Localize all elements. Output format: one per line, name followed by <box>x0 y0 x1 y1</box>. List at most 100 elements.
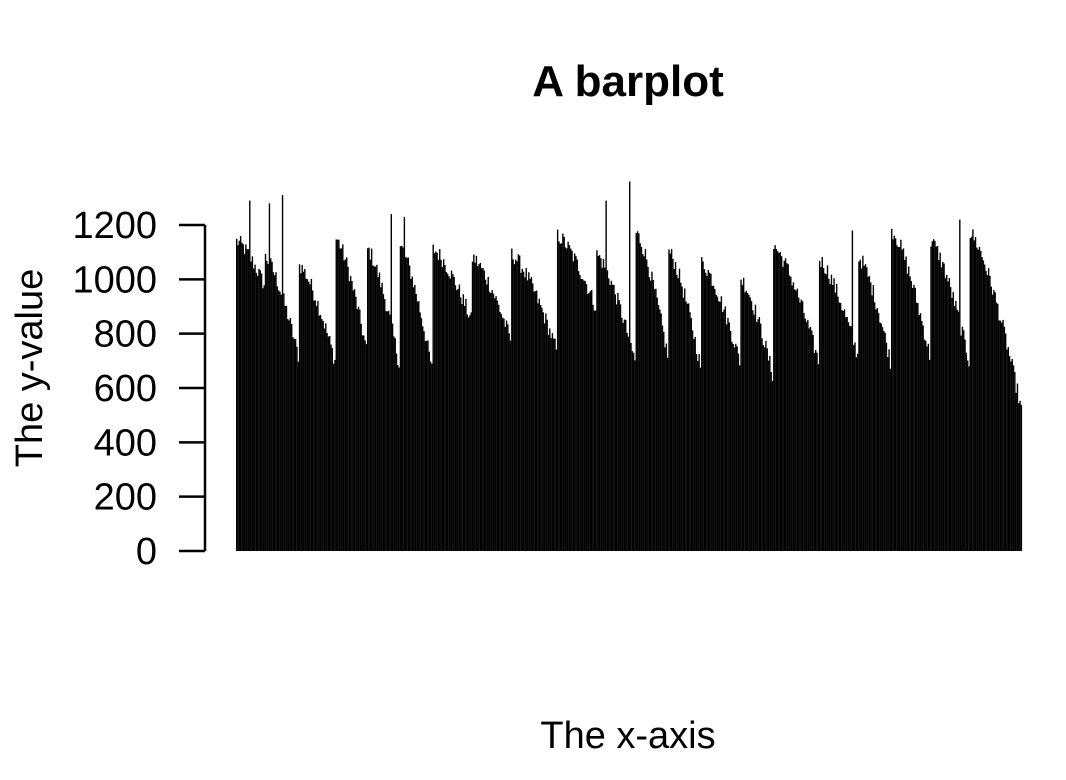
bar <box>349 275 352 551</box>
bar <box>1002 319 1004 551</box>
bar <box>815 349 817 551</box>
bar <box>318 315 320 551</box>
bar <box>652 280 654 551</box>
bar <box>449 278 451 551</box>
bar <box>859 259 861 551</box>
bar <box>669 253 672 551</box>
bar <box>994 292 996 551</box>
bar <box>266 260 268 551</box>
bar <box>250 261 252 551</box>
bar <box>450 270 453 551</box>
bar <box>684 288 686 551</box>
bar <box>706 275 708 551</box>
bar <box>332 363 335 551</box>
bar <box>285 305 288 551</box>
bar <box>1016 383 1019 551</box>
bar <box>416 301 419 551</box>
bar <box>477 266 479 551</box>
bar <box>412 287 415 551</box>
bar <box>372 265 374 551</box>
bar <box>376 264 378 551</box>
bar <box>547 335 550 551</box>
bar <box>306 279 309 551</box>
bar <box>906 273 909 551</box>
bar <box>263 285 265 551</box>
bar <box>600 258 602 551</box>
bar <box>699 367 702 551</box>
bar <box>601 267 603 551</box>
bar <box>872 285 875 551</box>
bar <box>452 274 454 551</box>
bar <box>448 276 450 551</box>
bar <box>247 249 250 552</box>
bar <box>816 352 818 551</box>
bar <box>665 343 668 551</box>
bar <box>940 267 943 551</box>
bar <box>619 304 622 551</box>
bar <box>528 272 530 551</box>
bar <box>702 261 704 551</box>
bar <box>564 247 567 551</box>
bar <box>423 331 425 551</box>
bar <box>289 318 292 551</box>
bar <box>749 297 751 551</box>
bar <box>817 364 820 551</box>
bar <box>686 303 689 551</box>
bar <box>526 280 529 551</box>
bar <box>394 338 396 551</box>
bar <box>981 257 983 551</box>
bar <box>609 284 611 551</box>
bar <box>794 289 796 551</box>
bar <box>854 342 856 551</box>
bar <box>515 259 517 551</box>
bar <box>386 311 389 551</box>
bar <box>939 252 941 551</box>
bar <box>955 300 957 551</box>
bar <box>568 245 571 551</box>
bar <box>305 278 307 551</box>
bar <box>321 319 323 551</box>
bar <box>399 246 402 551</box>
bar <box>716 296 719 551</box>
bar <box>546 319 548 551</box>
bar <box>566 248 568 551</box>
bar <box>475 255 478 552</box>
bar <box>638 233 640 551</box>
bar <box>822 267 825 551</box>
bar <box>509 340 512 551</box>
bar <box>646 259 648 551</box>
bar <box>352 290 354 551</box>
bar <box>428 351 430 551</box>
bar <box>597 255 599 552</box>
bar <box>655 288 657 551</box>
bar <box>615 304 618 551</box>
bar <box>402 247 404 552</box>
bar <box>281 195 284 551</box>
bar <box>1008 355 1011 551</box>
bar <box>562 233 564 551</box>
bar <box>256 275 259 551</box>
bar <box>486 284 488 551</box>
bar <box>543 323 546 551</box>
bar <box>300 273 302 551</box>
bar <box>276 286 279 551</box>
bar <box>442 259 445 551</box>
bar <box>830 274 833 551</box>
bar <box>1019 400 1021 551</box>
bar <box>446 273 449 551</box>
bar <box>656 297 658 551</box>
bar <box>382 294 385 551</box>
bar <box>309 284 311 551</box>
bar <box>986 275 989 551</box>
bars-group <box>236 181 1023 552</box>
bar <box>893 235 896 551</box>
bar <box>357 306 360 551</box>
bar <box>567 241 569 552</box>
bar <box>833 278 835 551</box>
y-tick-label: 400 <box>94 422 157 464</box>
bar <box>490 293 492 551</box>
bar <box>440 259 442 551</box>
bar <box>663 331 665 551</box>
bar <box>522 271 525 551</box>
bar <box>676 274 678 551</box>
